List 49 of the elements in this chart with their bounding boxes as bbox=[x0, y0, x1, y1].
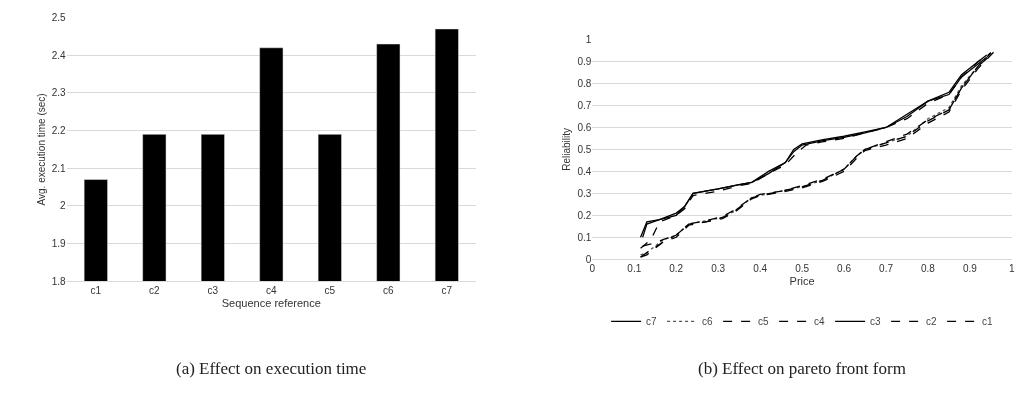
y-tick-label: 2.2 bbox=[51, 125, 67, 137]
y-tick-label: 2.3 bbox=[51, 87, 67, 99]
y-tick-label: 0.9 bbox=[577, 56, 592, 68]
y-tick-label: 2.1 bbox=[51, 162, 67, 174]
x-tick-label: c5 bbox=[324, 285, 336, 297]
y-tick-label: 0 bbox=[585, 253, 592, 265]
y-tick-label: 2.5 bbox=[51, 12, 67, 24]
legend-label: c4 bbox=[814, 316, 826, 328]
y-tick-label: 2 bbox=[60, 200, 67, 212]
x-tick-label: 0.2 bbox=[669, 263, 684, 275]
x-tick-label: 0.8 bbox=[921, 263, 936, 275]
legend-label: c5 bbox=[758, 316, 770, 328]
legend-label: c7 bbox=[646, 316, 658, 328]
x-tick-label: c3 bbox=[207, 285, 219, 297]
y-tick-label: 2.4 bbox=[51, 49, 67, 61]
text: (a) Effect on execution time bbox=[176, 359, 367, 378]
x-tick-label: 1 bbox=[1009, 263, 1016, 275]
x-tick-label: 0.7 bbox=[879, 263, 894, 275]
legend-label: c1 bbox=[982, 316, 994, 328]
y-tick-label: 1 bbox=[585, 34, 592, 46]
legend-label: c3 bbox=[870, 316, 882, 328]
x-tick-label: c4 bbox=[266, 285, 278, 297]
y-axis-title: Avg. execution time (sec) bbox=[35, 93, 47, 206]
x-tick-label: 0.3 bbox=[711, 263, 726, 275]
legend-label: c2 bbox=[926, 316, 938, 328]
x-tick-label: 0.4 bbox=[753, 263, 768, 275]
x-tick-label: 0.1 bbox=[627, 263, 642, 275]
y-tick-label: 0.1 bbox=[577, 231, 592, 243]
y-tick-label: 1.8 bbox=[51, 275, 67, 287]
y-tick-label: 0.5 bbox=[577, 143, 592, 155]
text: (b) Effect on pareto front form bbox=[698, 359, 906, 378]
x-tick-label: c2 bbox=[149, 285, 161, 297]
x-tick-label: c1 bbox=[90, 285, 102, 297]
y-axis-title: Reliability bbox=[561, 128, 573, 171]
y-tick-label: 0.3 bbox=[577, 187, 592, 199]
y-tick-label: 0.4 bbox=[577, 165, 592, 177]
x-tick-label: 0.9 bbox=[962, 263, 978, 275]
x-tick-label: 0.5 bbox=[795, 263, 810, 275]
y-tick-label: 0.6 bbox=[577, 121, 592, 133]
y-tick-label: 1.9 bbox=[51, 238, 67, 250]
legend-label: c6 bbox=[702, 316, 714, 328]
x-tick-label: c6 bbox=[383, 285, 395, 297]
y-tick-label: 0.8 bbox=[577, 78, 592, 90]
x-axis-title: Sequence reference bbox=[221, 297, 321, 310]
y-tick-label: 0.7 bbox=[577, 100, 592, 111]
y-tick-label: 0.2 bbox=[577, 209, 592, 221]
x-tick-label: 0.6 bbox=[837, 263, 852, 275]
x-axis-title: Price bbox=[789, 275, 815, 288]
x-tick-label: c7 bbox=[441, 285, 453, 297]
